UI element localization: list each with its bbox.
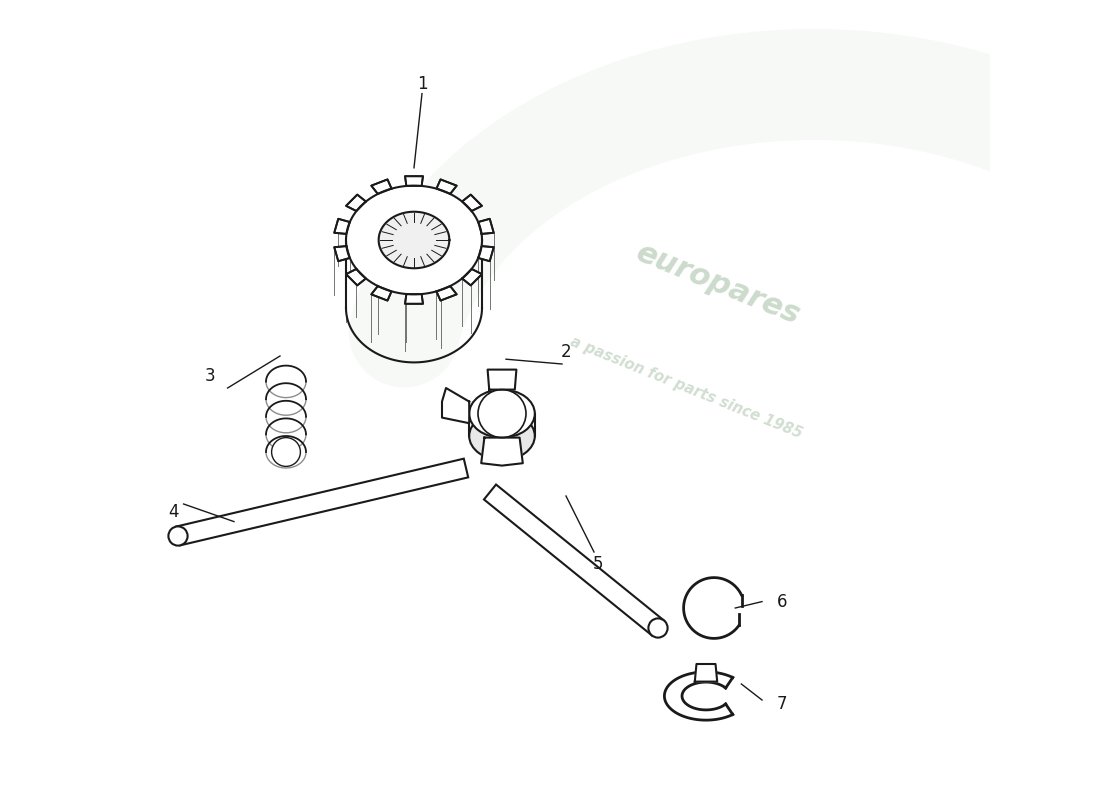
- Text: europares: europares: [631, 238, 804, 330]
- Circle shape: [272, 438, 300, 466]
- Polygon shape: [437, 179, 456, 194]
- Polygon shape: [478, 246, 494, 262]
- Text: 3: 3: [205, 367, 216, 385]
- Circle shape: [490, 401, 515, 426]
- Ellipse shape: [168, 526, 188, 546]
- Polygon shape: [346, 269, 366, 286]
- Polygon shape: [346, 194, 366, 211]
- Polygon shape: [695, 664, 717, 682]
- Polygon shape: [462, 269, 482, 286]
- Circle shape: [478, 390, 526, 438]
- Polygon shape: [487, 370, 516, 390]
- Polygon shape: [462, 194, 482, 211]
- Polygon shape: [176, 458, 469, 546]
- Polygon shape: [437, 286, 456, 301]
- Polygon shape: [405, 294, 424, 304]
- Polygon shape: [478, 218, 494, 234]
- Polygon shape: [484, 485, 664, 635]
- Text: 5: 5: [593, 555, 603, 573]
- Polygon shape: [334, 218, 350, 234]
- Polygon shape: [481, 438, 522, 466]
- Ellipse shape: [470, 390, 535, 438]
- Polygon shape: [346, 186, 482, 294]
- Text: 1: 1: [417, 75, 427, 93]
- Ellipse shape: [648, 618, 668, 638]
- Text: 7: 7: [777, 695, 788, 713]
- Text: a passion for parts since 1985: a passion for parts since 1985: [568, 334, 804, 442]
- Text: 6: 6: [777, 593, 788, 610]
- Text: 2: 2: [561, 343, 571, 361]
- Polygon shape: [378, 212, 450, 268]
- Polygon shape: [372, 286, 392, 301]
- Ellipse shape: [470, 412, 535, 460]
- Polygon shape: [405, 176, 424, 186]
- Polygon shape: [372, 179, 392, 194]
- Polygon shape: [334, 246, 350, 262]
- Polygon shape: [442, 388, 470, 423]
- Text: 4: 4: [168, 503, 179, 521]
